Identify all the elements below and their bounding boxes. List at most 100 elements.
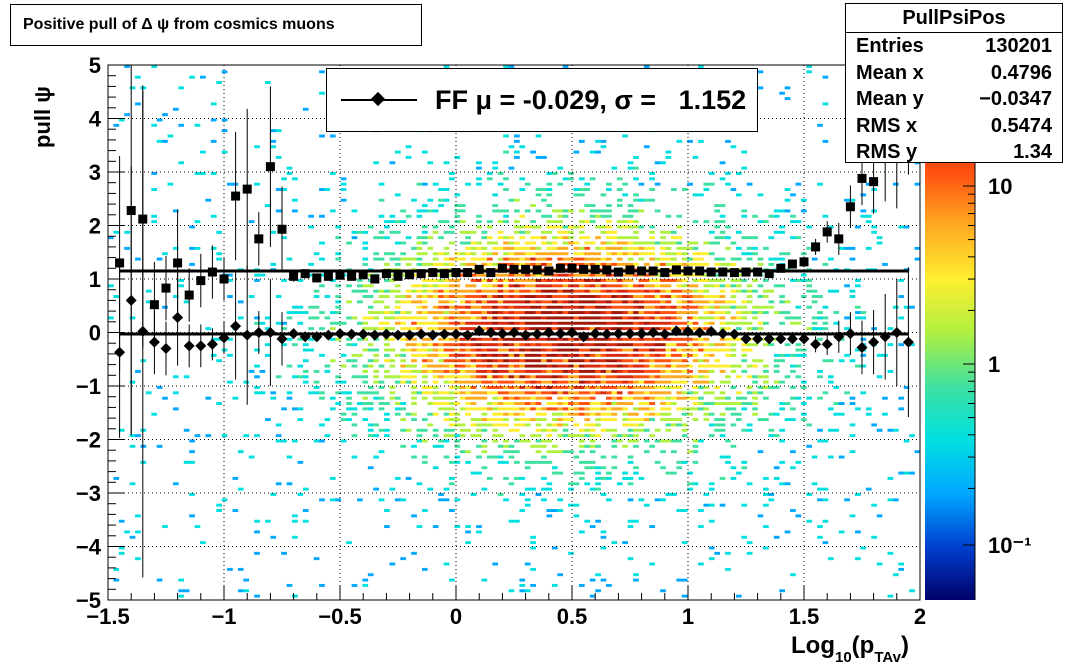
heatmap-cell — [459, 262, 466, 266]
heatmap-cell — [503, 444, 509, 448]
heatmap-cell — [389, 252, 396, 256]
data-point-diamond — [369, 329, 381, 341]
heatmap-cell — [633, 353, 639, 357]
heatmap-cell — [481, 487, 488, 491]
heatmap-cell — [606, 316, 612, 320]
heatmap-cell — [243, 589, 250, 593]
heatmap-cell — [384, 252, 390, 256]
heatmap-cell — [470, 386, 477, 389]
heatmap-cell — [373, 289, 379, 293]
heatmap-cell — [292, 535, 298, 539]
heatmap-cell — [627, 386, 634, 389]
heatmap-cell — [319, 583, 325, 587]
heatmap-cell — [449, 386, 455, 389]
heatmap-cell — [763, 476, 769, 480]
heatmap-cell — [275, 209, 282, 213]
heatmap-cell — [497, 493, 504, 496]
heatmap-cell — [616, 364, 623, 368]
heatmap-cells — [108, 65, 920, 598]
heatmap-cell — [481, 348, 488, 352]
heatmap-cell — [530, 305, 536, 309]
heatmap-cell — [611, 305, 618, 309]
heatmap-cell — [638, 343, 645, 347]
heatmap-cell — [670, 321, 677, 325]
heatmap-cell — [270, 230, 277, 234]
heatmap-cell — [606, 476, 612, 480]
heatmap-cell — [546, 396, 553, 400]
heatmap-cell — [405, 327, 412, 331]
heatmap-cell — [708, 182, 715, 186]
heatmap-cell — [259, 273, 266, 277]
heatmap-cell — [389, 230, 396, 234]
heatmap-cell — [373, 423, 379, 427]
heatmap-cell — [454, 209, 461, 213]
heatmap-cell — [730, 145, 737, 149]
heatmap-cell — [400, 316, 407, 320]
heatmap-cell — [589, 214, 596, 218]
heatmap-cell — [806, 246, 813, 250]
heatmap-cell — [622, 407, 628, 411]
heatmap-cell — [860, 311, 867, 315]
heatmap-cell — [514, 305, 520, 309]
heatmap-cell — [470, 353, 477, 357]
heatmap-cell — [616, 327, 623, 331]
heatmap-cell — [681, 460, 688, 464]
heatmap-cell — [378, 364, 385, 368]
heatmap-cell — [454, 321, 461, 325]
heatmap-cell — [297, 407, 304, 411]
data-point-diamond — [206, 338, 218, 350]
heatmap-cell — [660, 418, 666, 422]
heatmap-cell — [459, 380, 466, 384]
heatmap-cell — [443, 316, 450, 320]
heatmap-cell — [449, 364, 455, 368]
heatmap-cell — [541, 214, 547, 218]
heatmap-cell — [703, 295, 710, 298]
heatmap-cell — [551, 380, 558, 384]
heatmap-cell — [616, 279, 623, 282]
heatmap-cell — [129, 444, 136, 448]
heatmap-cell — [795, 321, 802, 325]
heatmap-cell — [584, 279, 591, 282]
heatmap-cell — [589, 284, 596, 288]
heatmap-cell — [849, 289, 856, 293]
data-point-square — [509, 264, 519, 274]
heatmap-cell — [741, 460, 748, 464]
heatmap-cell — [438, 284, 444, 288]
heatmap-cell — [660, 375, 666, 379]
heatmap-cell — [703, 503, 710, 507]
heatmap-cell — [763, 321, 769, 325]
heatmap-cell — [578, 220, 585, 224]
heatmap-cell — [362, 380, 369, 384]
heatmap-cell — [838, 246, 845, 250]
heatmap-cell — [622, 182, 628, 186]
heatmap-cell — [578, 428, 585, 432]
heatmap-cell — [838, 359, 845, 363]
heatmap-cell — [806, 423, 813, 427]
heatmap-cell — [692, 300, 699, 304]
heatmap-cell — [210, 102, 217, 106]
heatmap-cell — [524, 589, 531, 593]
heatmap-cell — [622, 418, 628, 422]
heatmap-cell — [557, 166, 564, 170]
heatmap-cell — [476, 321, 482, 325]
heatmap-cell — [275, 188, 282, 191]
heatmap-cell — [578, 583, 585, 587]
heatmap-cell — [411, 380, 417, 384]
heatmap-cell — [389, 386, 396, 389]
heatmap-cell — [746, 391, 753, 395]
heatmap-cell — [703, 412, 710, 416]
heatmap-cell — [459, 386, 466, 389]
heatmap-cell — [541, 369, 547, 373]
heatmap-cell — [817, 316, 823, 320]
heatmap-cell — [627, 369, 634, 373]
heatmap-cell — [508, 273, 515, 277]
heatmap-cell — [465, 236, 471, 240]
heatmap-cell — [633, 391, 639, 395]
heatmap-cell — [535, 343, 542, 347]
heatmap-cell — [725, 348, 731, 352]
heatmap-cell — [319, 257, 325, 261]
y-tick-label: −5 — [76, 588, 101, 613]
heatmap-cell — [665, 262, 672, 266]
heatmap-cell — [281, 327, 287, 331]
heatmap-cell — [465, 386, 471, 389]
